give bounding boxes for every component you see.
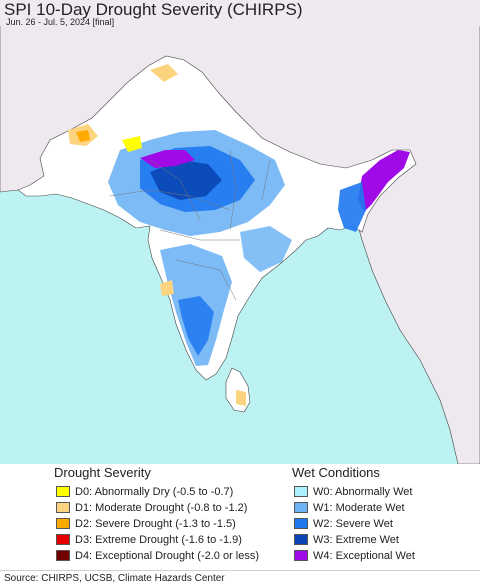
swatch-w2 — [294, 518, 308, 529]
dry-d1-region-north — [150, 64, 178, 82]
legend-label-w3: W3: Extreme Wet — [313, 534, 399, 546]
legend-label-w0: W0: Abnormally Wet — [313, 486, 413, 498]
date-range: Jun. 26 - Jul. 5, 2024 [final] — [6, 17, 115, 27]
map-title: SPI 10-Day Drought Severity (CHIRPS) — [4, 0, 303, 19]
swatch-w3 — [294, 534, 308, 545]
state-borders — [109, 149, 271, 301]
swatch-w4 — [294, 550, 308, 561]
legend-label-d3: D3: Extreme Drought (-1.6 to -1.9) — [75, 534, 242, 546]
legend-label-d2: D2: Severe Drought (-1.3 to -1.5) — [75, 518, 236, 530]
dry-d1-region-south — [160, 280, 174, 296]
dry-d1-region-srilanka — [236, 390, 246, 406]
legend-label-d4: D4: Exceptional Drought (-2.0 or less) — [75, 550, 260, 562]
source-credit: Source: CHIRPS, UCSB, Climate Hazards Ce… — [4, 573, 225, 584]
drought-legend-heading: Drought Severity — [54, 465, 151, 480]
legend-label-d0: D0: Abnormally Dry (-0.5 to -0.7) — [75, 486, 234, 498]
wet-w2-region-northeast — [338, 182, 366, 232]
wet-w1-region-east — [240, 226, 292, 272]
dry-d2-region-northwest — [76, 130, 90, 142]
wet-w4-region-north — [140, 150, 195, 168]
legend: Drought Severity D0: Abnormally Dry (-0.… — [0, 464, 480, 568]
wet-w2-region-south — [178, 296, 214, 356]
drought-map — [0, 0, 480, 464]
wet-legend-heading: Wet Conditions — [292, 465, 380, 480]
swatch-d3 — [56, 534, 70, 545]
swatch-d0 — [56, 486, 70, 497]
wet-w3-region — [150, 160, 222, 200]
wet-w4-region-northeast — [358, 150, 410, 212]
map-canvas — [0, 0, 480, 464]
legend-label-w1: W1: Moderate Wet — [313, 502, 405, 514]
legend-label-d1: D1: Moderate Drought (-0.8 to -1.2) — [75, 502, 248, 514]
legend-label-w4: W4: Exceptional Wet — [313, 550, 415, 562]
swatch-w1 — [294, 502, 308, 513]
swatch-d4 — [56, 550, 70, 561]
title-bar: SPI 10-Day Drought Severity (CHIRPS) Jun… — [0, 0, 480, 27]
legend-label-w2: W2: Severe Wet — [313, 518, 393, 530]
footer: Source: CHIRPS, UCSB, Climate Hazards Ce… — [0, 570, 480, 587]
swatch-d2 — [56, 518, 70, 529]
dry-d0-region-north — [122, 136, 142, 152]
swatch-w0 — [294, 486, 308, 497]
swatch-d1 — [56, 502, 70, 513]
